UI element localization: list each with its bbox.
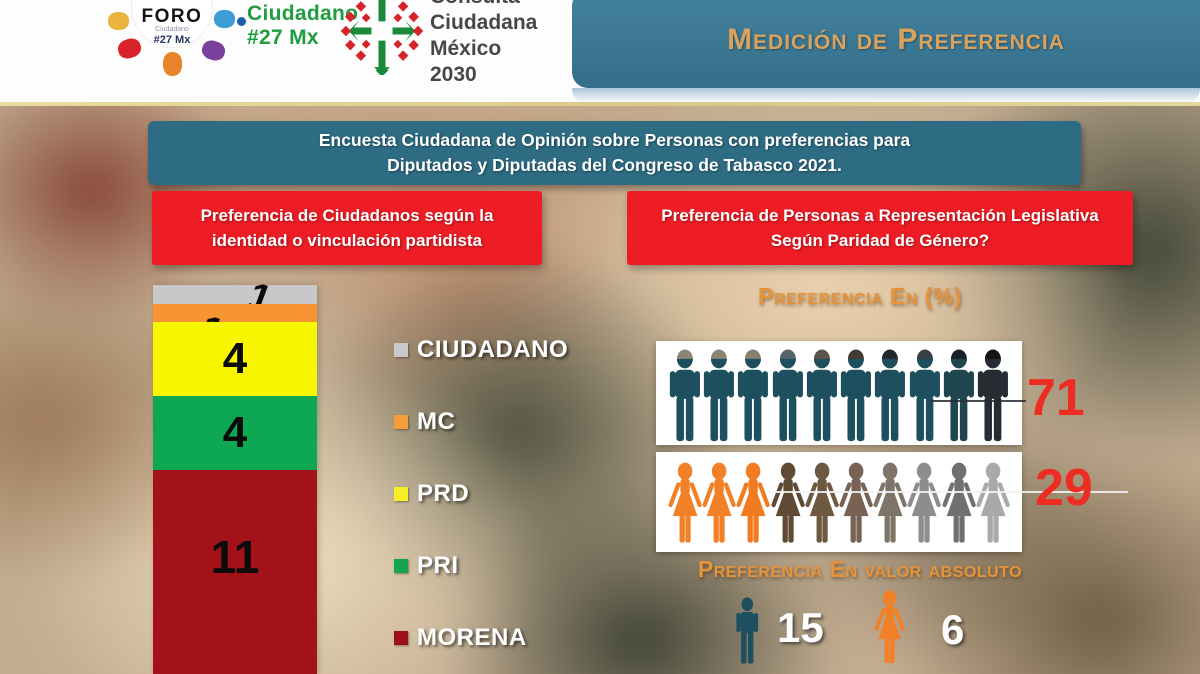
male-leader-line (930, 400, 1026, 402)
legend-item-prd: PRD (394, 480, 568, 508)
female-figure-icon (907, 462, 942, 543)
female-figure-icon (668, 462, 702, 543)
legend-swatch-icon (394, 487, 408, 501)
female-pictograph-panel (656, 452, 1022, 552)
male-figure-icon (977, 349, 1009, 442)
legend-label: PRD (417, 480, 470, 507)
female-figure-icon (736, 462, 771, 543)
female-icon (874, 590, 905, 668)
female-figure-icon (874, 590, 905, 664)
survey-title-banner: Encuesta Ciudadana de Opinión sobre Pers… (148, 121, 1081, 185)
male-figure-icon (704, 349, 735, 442)
left-heading-line1: Preferencia de Ciudadanos según la (200, 206, 494, 225)
bar-segment-pri: 4 (153, 396, 317, 471)
male-absolute-value: 15 (777, 604, 824, 651)
logo-figure-icon (163, 52, 182, 76)
right-heading-line1: Preferencia de Personas a Representación… (661, 206, 1099, 225)
page-title: Medición de Preferencia (727, 23, 1065, 56)
banner-reflection (572, 88, 1200, 103)
percent-title: Preferencia En (%) (758, 283, 962, 309)
bar-segment-mc: 1 (153, 303, 317, 354)
bar-segment-morena: 11 (153, 470, 317, 674)
right-section-heading: Preferencia de Personas a Representación… (627, 191, 1133, 265)
male-figure-icon (806, 349, 837, 442)
male-figure-icon (841, 349, 872, 442)
female-leader-line (768, 491, 1128, 493)
male-figure-icon (772, 349, 803, 442)
foro-logo-subtitle: Ciudadano (155, 26, 189, 33)
legend-swatch-icon (394, 631, 408, 645)
left-section-heading: Preferencia de Ciudadanos según la ident… (152, 191, 542, 265)
female-figure-icon (873, 462, 907, 543)
male-figure-icon (738, 349, 769, 442)
female-figure-icon (976, 462, 1010, 543)
female-figure-icon (702, 462, 736, 543)
female-figure-icon (805, 462, 839, 543)
party-stacked-bar-chart: 114411 (153, 275, 317, 674)
male-percent-value: 71 (1027, 369, 1085, 427)
ciudadano-27mx-wordmark: Ciudadano #27 Mx (247, 2, 358, 50)
male-figure-icon (669, 349, 700, 442)
left-heading-line2: identidad o vinculación partidista (211, 231, 483, 250)
male-icon (735, 597, 759, 665)
legend-swatch-icon (394, 343, 408, 357)
male-figure-icon (909, 349, 940, 442)
logo-figure-icon (108, 12, 129, 30)
consulta-line: Consulta (430, 0, 537, 10)
legend-item-pri: PRI (394, 552, 568, 580)
survey-title-line1: Encuesta Ciudadana de Opinión sobre Pers… (318, 130, 911, 150)
legend-item-morena: MORENA (394, 624, 568, 652)
legend-item-mc: MC (394, 408, 568, 436)
legend-swatch-icon (394, 559, 408, 573)
logo-figure-icon (214, 10, 235, 28)
foro-logo-tag: #27 Mx (153, 34, 191, 46)
party-legend: CIUDADANO MC PRD PRI MORENA (394, 336, 568, 652)
bar-segment-ciudadano: 1 (153, 275, 317, 321)
consulta-logo-text: Consulta Ciudadana México 2030 (430, 0, 537, 88)
legend-label: CIUDADANO (417, 336, 569, 363)
female-figure-icon (942, 462, 976, 543)
male-figure-icon (875, 349, 906, 442)
consulta-line: 2030 (430, 63, 477, 86)
wordmark-line2: #27 Mx (247, 26, 319, 49)
legend-item-ciudadano: CIUDADANO (394, 336, 568, 364)
bar-value-label: 11 (210, 531, 260, 584)
male-figure-icon (736, 597, 759, 664)
female-figure-icon (839, 462, 873, 543)
logo-figure-icon (237, 17, 246, 26)
legend-swatch-icon (394, 415, 408, 429)
absolute-title: Preferencia En valor absoluto (697, 556, 1023, 582)
medicion-banner: Medición de Preferencia (572, 0, 1200, 88)
legend-label: MC (417, 408, 456, 435)
legend-label: MORENA (417, 624, 527, 651)
male-pictograph-panel (656, 341, 1022, 445)
bar-value-label: 4 (222, 334, 248, 384)
consulta-line: México (430, 37, 502, 60)
legend-label: PRI (417, 552, 459, 579)
bar-value-label: 4 (222, 408, 248, 458)
right-heading-line2: Según Paridad de Género? (770, 231, 990, 250)
survey-title-line2: Diputados y Diputadas del Congreso de Ta… (387, 155, 842, 175)
female-percent-value: 29 (1035, 459, 1093, 517)
female-figure-icon (771, 462, 805, 543)
foro-logo: FORO Ciudadano #27 Mx (132, 0, 212, 47)
female-absolute-value: 6 (941, 606, 965, 653)
male-figure-icon (943, 349, 974, 442)
consulta-line: Ciudadana (430, 11, 538, 34)
foro-logo-title: FORO (141, 6, 203, 27)
bar-segment-prd: 4 (153, 322, 317, 397)
wordmark-line1: Ciudadano (247, 2, 359, 25)
consulta-diamond-icon (340, 0, 424, 75)
